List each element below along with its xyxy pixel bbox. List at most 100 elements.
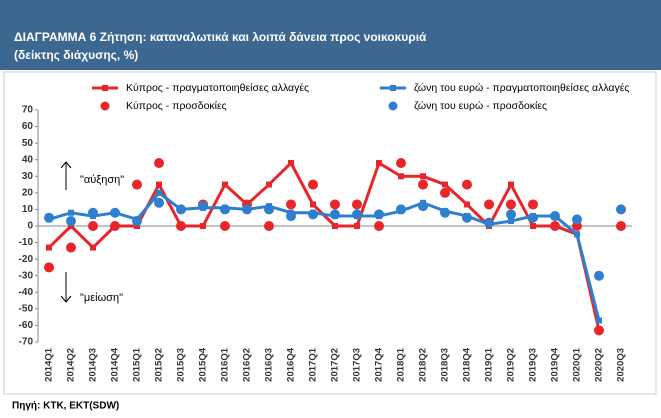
dot [506, 209, 516, 220]
dot [550, 211, 560, 222]
dot [528, 199, 538, 210]
dot [88, 221, 98, 231]
dot [242, 204, 252, 215]
y-tick-label: 0 [27, 221, 33, 232]
x-tick-label: 2014Q1 [44, 347, 55, 382]
point-marker [68, 209, 74, 216]
dot [330, 199, 340, 210]
point-marker [288, 160, 294, 167]
y-tick-label: 70 [22, 105, 34, 116]
point-marker [222, 181, 228, 188]
x-tick-label: 2019Q2 [506, 348, 517, 382]
dot [176, 204, 186, 215]
y-tick-label: -50 [19, 303, 34, 314]
x-tick-label: 2014Q3 [88, 348, 99, 382]
dot [286, 211, 296, 222]
x-tick-label: 2016Q2 [242, 348, 253, 382]
dot [440, 187, 450, 198]
dot [44, 212, 54, 223]
dot [418, 201, 428, 212]
dot [308, 179, 318, 190]
point-marker [508, 218, 514, 225]
y-tick-label: 20 [22, 187, 34, 198]
series-line [47, 160, 601, 331]
dot [462, 179, 472, 190]
dot [506, 199, 516, 210]
y-tick-label: -30 [19, 270, 34, 281]
chart-subtitle: (δείκτης διάχυσης, %) [14, 48, 138, 62]
dot [484, 199, 494, 210]
annotation: "αύξηση" [80, 174, 124, 186]
dot [66, 216, 76, 227]
point-marker [156, 181, 162, 188]
x-tick-label: 2014Q2 [66, 348, 77, 382]
dot [220, 204, 230, 215]
point-marker [420, 173, 426, 180]
dot [374, 221, 384, 231]
dot [594, 325, 604, 336]
dot [198, 201, 208, 212]
legend-label: Κύπρος - πραγματοποιηθείσες αλλαγές [126, 82, 309, 94]
chart-frame [3, 71, 657, 395]
point-marker [156, 189, 162, 196]
point-marker [398, 173, 404, 180]
dot [264, 221, 274, 231]
annotation: "μείωση" [80, 292, 123, 304]
series-line [48, 190, 601, 321]
y-tick-label: 10 [22, 204, 34, 215]
dot [308, 209, 318, 220]
point-marker [574, 231, 580, 238]
x-tick-label: 2015Q3 [176, 348, 187, 382]
dot [352, 199, 362, 210]
point-marker [200, 223, 206, 229]
legend-label: ζώνη του ευρώ - προσδοκίες [414, 100, 547, 112]
dot [88, 207, 98, 218]
dot [330, 209, 340, 220]
x-tick-label: 2019Q3 [528, 348, 539, 382]
y-tick-label: -60 [19, 320, 34, 331]
x-tick-label: 2018Q3 [440, 348, 451, 382]
legend-marker [388, 101, 398, 111]
legend-marker [100, 101, 110, 111]
dot [616, 204, 626, 215]
dot [616, 221, 626, 231]
y-tick-label: -20 [19, 254, 34, 265]
x-tick-label: 2016Q1 [220, 347, 231, 382]
dot [132, 179, 142, 190]
x-tick-label: 2015Q4 [198, 347, 209, 382]
x-tick-label: 2017Q4 [374, 347, 385, 382]
dot [66, 242, 76, 253]
point-marker [442, 181, 448, 188]
point-marker [376, 160, 382, 167]
point-marker [90, 244, 96, 251]
header-bar [0, 0, 661, 70]
dot [154, 158, 164, 169]
x-tick-label: 2014Q4 [110, 347, 121, 382]
legend-label: ζώνη του ευρώ - πραγματοποιηθείσες αλλαγ… [414, 82, 629, 94]
dot [528, 212, 538, 223]
dot [462, 212, 472, 223]
dot [440, 207, 450, 218]
x-tick-label: 2019Q1 [484, 347, 495, 382]
point-marker [508, 181, 514, 188]
x-tick-label: 2020Q2 [594, 348, 605, 382]
dot [110, 207, 120, 218]
source: Πηγή: ΚΤΚ, ΕΚΤ(SDW) [12, 401, 119, 412]
x-tick-label: 2019Q4 [550, 347, 561, 382]
point-marker [530, 223, 536, 229]
chart-title: ΔΙΑΓΡΑΜΜΑ 6 Ζήτηση: καταναλωτικά και λοι… [14, 30, 427, 44]
dot [396, 158, 406, 169]
legend-marker [102, 85, 108, 91]
dot [132, 216, 142, 227]
y-tick-label: -70 [19, 337, 34, 348]
y-tick-label: 50 [22, 138, 34, 149]
y-tick-label: 40 [22, 154, 34, 165]
x-tick-label: 2015Q2 [154, 348, 165, 382]
point-marker [596, 317, 602, 324]
x-tick-label: 2016Q3 [264, 348, 275, 382]
legend-label: Κύπρος - προσδοκίες [126, 100, 227, 112]
dot [220, 221, 230, 231]
dot [396, 204, 406, 215]
x-tick-label: 2020Q3 [616, 348, 627, 382]
